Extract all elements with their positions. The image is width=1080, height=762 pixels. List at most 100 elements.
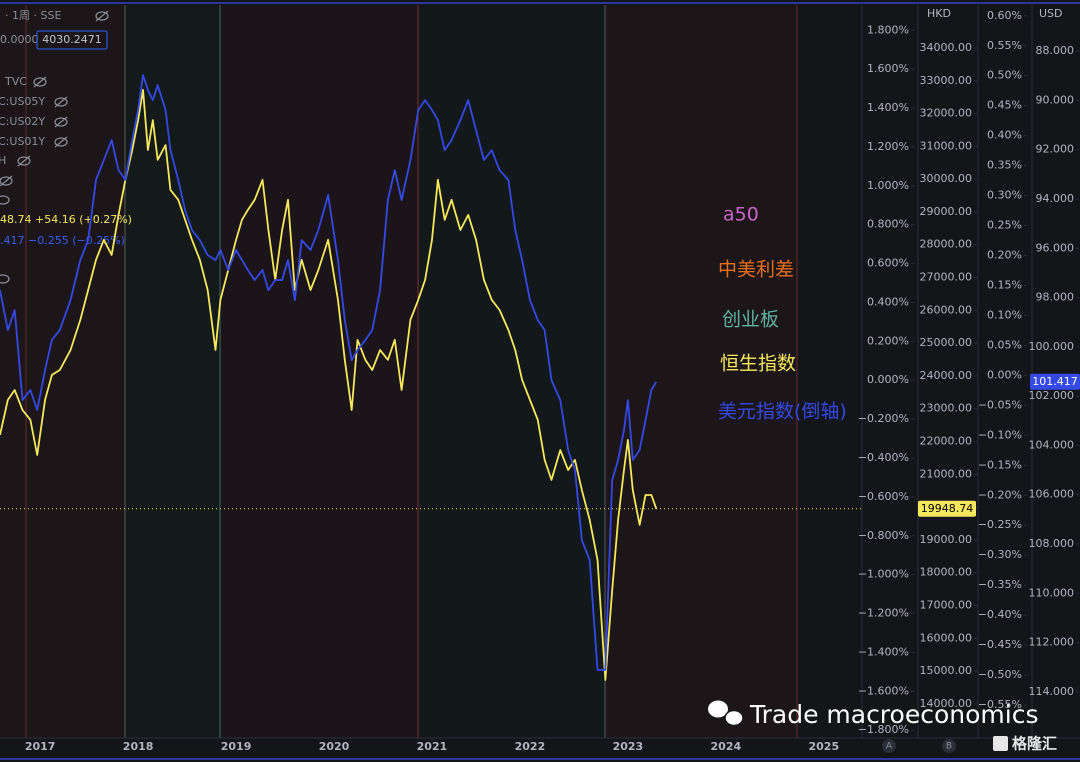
x-tick-label: 2019	[221, 740, 252, 753]
logo-icon	[993, 736, 1008, 751]
y-tick-label: 1.600%	[867, 62, 909, 75]
x-tick-label: 2022	[515, 740, 546, 753]
annotation: 创业板	[722, 309, 779, 331]
y-tick-label: −0.400%	[858, 451, 909, 464]
y-tick-label: 0.50%	[987, 69, 1022, 82]
y-tick-label: 88.000	[1036, 44, 1075, 57]
y-tick-label: 0.200%	[867, 334, 909, 347]
price-tag-label: 19948.74	[921, 502, 974, 515]
y-tick-label: −1.000%	[858, 568, 909, 581]
legend-entry: 美元指数(倒轴)	[718, 401, 847, 423]
y-tick-label: 33000.00	[920, 74, 973, 87]
y-tick-label: 108.000	[1029, 537, 1075, 550]
y-tick-label: −0.55%	[978, 698, 1022, 711]
y-tick-label: −0.25%	[978, 518, 1022, 531]
scale-button[interactable]	[882, 739, 896, 753]
y-tick-label: 1.400%	[867, 101, 909, 114]
y-tick-label: 24000.00	[920, 369, 973, 382]
x-tick-label: 2017	[25, 740, 56, 753]
y-tick-label: −0.20%	[978, 488, 1022, 501]
y-tick-label: 0.15%	[987, 278, 1022, 291]
x-tick-label: 2020	[319, 740, 350, 753]
y-tick-label: 0.05%	[987, 338, 1022, 351]
y-tick-label: 14000.00	[920, 697, 973, 710]
y-tick-label: 23000.00	[920, 402, 973, 415]
axis-label: USD	[1039, 7, 1063, 20]
y-tick-label: 0.55%	[987, 39, 1022, 52]
value-box-text: 4030.2471	[42, 33, 102, 46]
annotation: a50	[723, 204, 759, 226]
period-band	[605, 5, 797, 738]
value: 0.0000	[0, 33, 39, 46]
period-band	[220, 5, 418, 738]
price-tag	[1030, 373, 1080, 390]
indicator: H	[0, 154, 6, 167]
y-tick-label: −0.15%	[978, 458, 1022, 471]
y-tick-label: 112.000	[1029, 636, 1075, 649]
y-tick-label: −0.40%	[978, 608, 1022, 621]
y-tick-label: 0.600%	[867, 257, 909, 270]
y-tick-label: 28000.00	[920, 238, 973, 251]
y-tick-label: 104.000	[1029, 438, 1075, 451]
y-tick-label: −1.400%	[858, 645, 909, 658]
y-tick-label: 96.000	[1036, 241, 1075, 254]
y-tick-label: 17000.00	[920, 599, 973, 612]
y-tick-label: 31000.00	[920, 139, 973, 152]
period-band	[418, 5, 605, 738]
indicator: C:US01Y	[0, 135, 45, 148]
x-tick-label: 2018	[123, 740, 154, 753]
logo: 格隆汇	[1012, 735, 1057, 753]
scale-button[interactable]	[942, 739, 956, 753]
y-tick-label: 106.000	[1029, 488, 1075, 501]
visibility-icons[interactable]	[0, 10, 109, 284]
y-tick-label: 0.60%	[987, 9, 1022, 22]
y-tick-label: 27000.00	[920, 271, 973, 284]
y-tick-label: 1.800%	[867, 23, 909, 36]
symbol: · 1周 · SSE	[5, 9, 61, 22]
usd-readout: .417 −0.255 (−0.25%)	[0, 234, 125, 247]
y-tick-label: 0.10%	[987, 308, 1022, 321]
y-tick-label: 110.000	[1029, 586, 1075, 599]
y-tick-label: 29000.00	[920, 205, 973, 218]
y-tick-label: −1.600%	[858, 684, 909, 697]
y-tick-label: 1.000%	[867, 179, 909, 192]
y-tick-label: 94.000	[1036, 192, 1075, 205]
y-tick-label: 0.800%	[867, 218, 909, 231]
watermark: Trade macroeconomics	[749, 700, 1038, 729]
annotation: 中美利差	[718, 259, 794, 281]
y-tick-label: 19000.00	[920, 533, 973, 546]
y-tick-label: 100.000	[1029, 340, 1075, 353]
y-tick-label: 114.000	[1029, 685, 1075, 698]
series-line	[0, 89, 658, 681]
y-tick-label: 0.00%	[987, 368, 1022, 381]
y-tick-label: 98.000	[1036, 291, 1075, 304]
y-tick-label: 0.40%	[987, 129, 1022, 142]
y-tick-label: 0.30%	[987, 189, 1022, 202]
y-tick-label: 16000.00	[920, 631, 973, 644]
x-tick-label: 2021	[417, 740, 448, 753]
y-tick-label: −1.200%	[858, 607, 909, 620]
y-tick-label: 0.45%	[987, 99, 1022, 112]
y-tick-label: −0.200%	[858, 412, 909, 425]
y-tick-label: 22000.00	[920, 435, 973, 448]
indicator: TVC	[4, 75, 27, 88]
y-tick-label: 92.000	[1036, 143, 1075, 156]
x-tick-label: 2025	[808, 740, 839, 753]
legend-entry: 恒生指数	[720, 353, 796, 375]
y-tick-label: 18000.00	[920, 566, 973, 579]
indicator: C:US05Y	[0, 95, 45, 108]
x-tick-label: 2023	[613, 740, 644, 753]
y-tick-label: −0.10%	[978, 428, 1022, 441]
scale-button-label[interactable]: A	[886, 742, 893, 752]
y-tick-label: −0.45%	[978, 638, 1022, 651]
watermark-icon	[708, 700, 744, 727]
price-tag	[918, 500, 976, 517]
scale-button-label[interactable]: B	[946, 742, 952, 752]
y-tick-label: −0.35%	[978, 578, 1022, 591]
y-tick-label: 34000.00	[920, 41, 973, 54]
y-tick-label: 0.35%	[987, 159, 1022, 172]
y-tick-label: 0.000%	[867, 373, 909, 386]
y-tick-label: 0.400%	[867, 295, 909, 308]
y-tick-label: 15000.00	[920, 664, 973, 677]
